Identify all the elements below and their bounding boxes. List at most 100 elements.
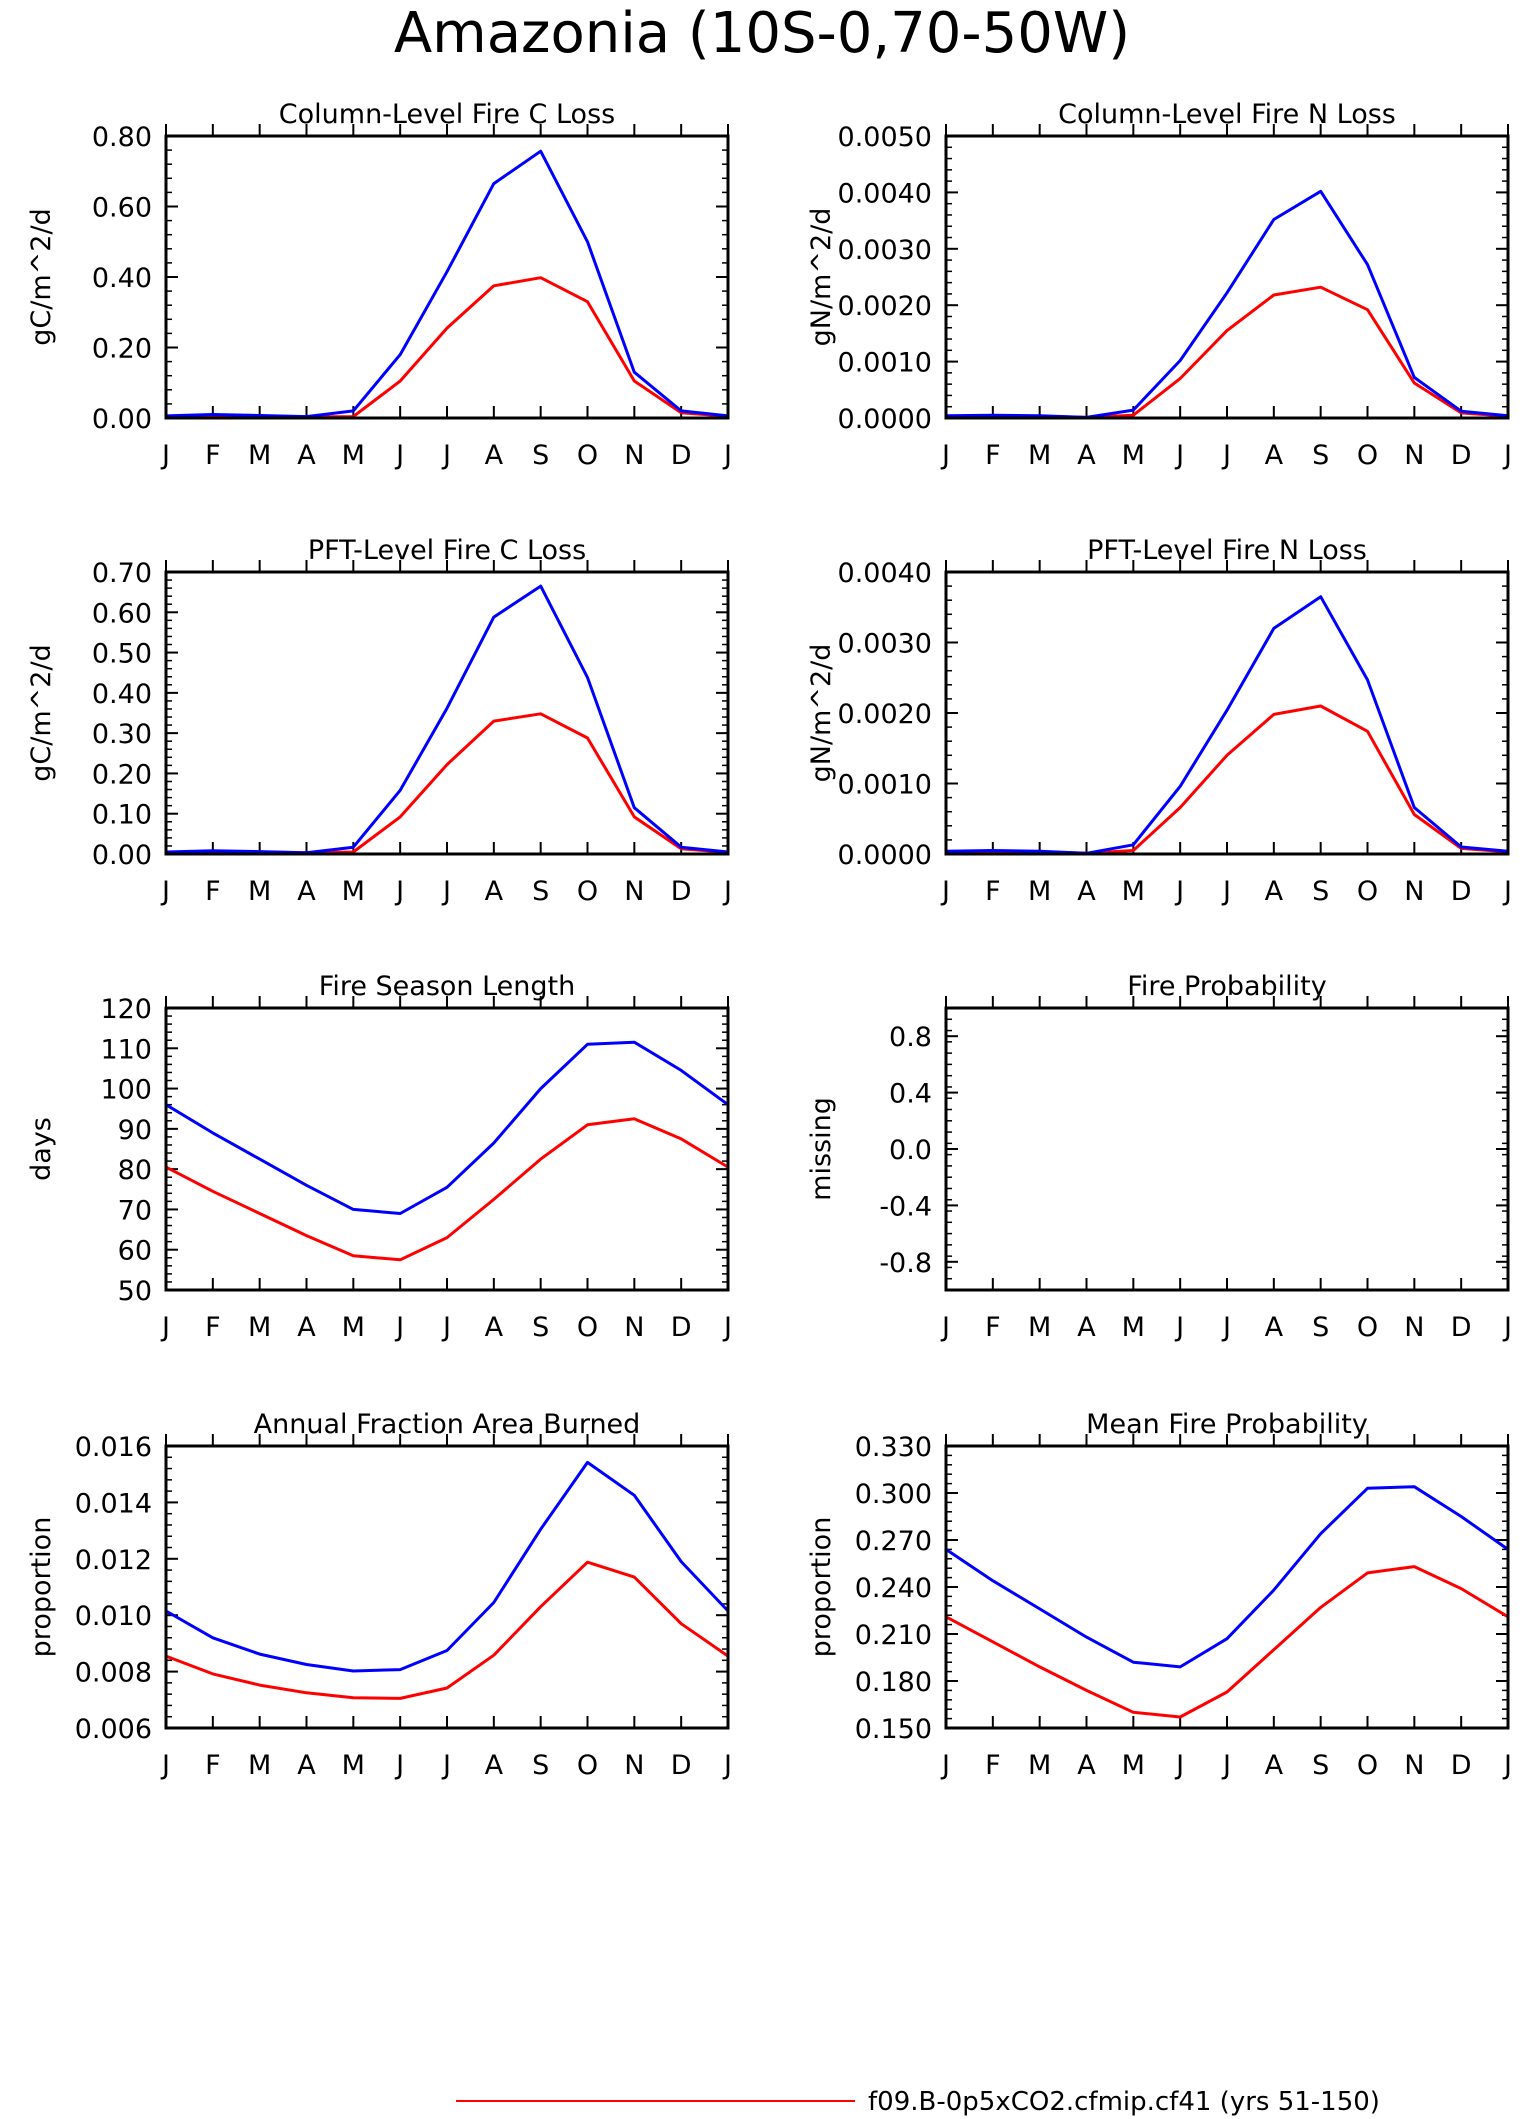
x-tick-label: J	[722, 876, 732, 907]
x-tick-label: O	[1357, 440, 1378, 471]
series-line-blue	[165, 1040, 729, 1215]
x-tick-label: A	[485, 1750, 504, 1781]
x-tick-label: J	[1221, 440, 1231, 471]
plot-frame	[944, 1444, 1510, 1730]
x-tick-label: D	[671, 440, 692, 471]
y-tick-label: 100	[100, 1075, 152, 1106]
series-line-red	[945, 1565, 1509, 1719]
x-tick-label: J	[160, 440, 170, 471]
chart-panel-5: Fire Season Lengthdays506070809010011012…	[26, 971, 732, 1343]
y-tick-label: 0.0040	[838, 178, 932, 209]
y-tick-label: 0.300	[855, 1479, 932, 1510]
series-line-blue	[165, 1460, 730, 1673]
x-tick-label: D	[1451, 440, 1472, 471]
y-axis-label: gN/m^2/d	[806, 208, 837, 347]
y-tick-label: 80	[118, 1155, 152, 1186]
y-tick-label: 0.0000	[838, 840, 932, 871]
x-tick-label: O	[577, 1750, 598, 1781]
x-tick-label: J	[394, 1312, 404, 1343]
x-tick-label: A	[485, 1312, 504, 1343]
y-tick-label: 110	[100, 1034, 152, 1065]
x-tick-label: J	[1221, 876, 1231, 907]
y-tick-label: 0.010	[75, 1601, 152, 1632]
y-tick-label: 0.0010	[838, 348, 932, 379]
x-tick-label: O	[1357, 1750, 1378, 1781]
x-tick-label: S	[1312, 1312, 1329, 1343]
x-tick-label: S	[532, 440, 549, 471]
x-tick-label: M	[1028, 1312, 1051, 1343]
x-tick-label: D	[1451, 1312, 1472, 1343]
x-tick-label: F	[205, 1750, 221, 1781]
series-line-red	[165, 712, 729, 855]
y-tick-label: 0.00	[92, 404, 152, 435]
x-tick-label: A	[485, 876, 504, 907]
y-tick-label: 0.30	[92, 719, 152, 750]
x-tick-label: J	[940, 1750, 950, 1781]
y-axis-label: gC/m^2/d	[26, 208, 57, 345]
plot-frame	[164, 134, 730, 420]
y-tick-label: 0.012	[75, 1545, 152, 1576]
x-tick-label: M	[1028, 876, 1051, 907]
x-tick-label: M	[342, 1312, 365, 1343]
x-tick-label: F	[985, 1312, 1001, 1343]
x-tick-label: A	[1077, 876, 1096, 907]
y-tick-label: 0.008	[75, 1658, 152, 1689]
series-line-red	[165, 1560, 729, 1700]
x-tick-label: J	[940, 440, 950, 471]
y-tick-label: 0.40	[92, 263, 152, 294]
x-tick-label: A	[1265, 440, 1284, 471]
chart-panel-4: PFT-Level Fire N LossgN/m^2/d0.00000.001…	[806, 535, 1512, 907]
series-line-red	[945, 285, 1509, 419]
x-tick-label: D	[1451, 876, 1472, 907]
x-tick-label: J	[940, 876, 950, 907]
x-tick-label: M	[1028, 440, 1051, 471]
x-tick-label: J	[441, 876, 451, 907]
x-tick-label: D	[671, 876, 692, 907]
x-tick-label: N	[1404, 876, 1424, 907]
y-tick-label: 0.0030	[838, 235, 932, 266]
x-tick-label: J	[160, 1312, 170, 1343]
x-tick-label: S	[1312, 1750, 1329, 1781]
x-tick-label: J	[722, 440, 732, 471]
x-tick-label: M	[1122, 876, 1145, 907]
series-line-blue	[165, 584, 729, 855]
y-tick-label: 0.016	[75, 1432, 152, 1463]
x-tick-label: A	[1077, 1750, 1096, 1781]
y-tick-label: 0.40	[92, 679, 152, 710]
y-tick-label: 60	[118, 1236, 152, 1267]
y-tick-label: 0.210	[855, 1620, 932, 1651]
x-tick-label: D	[671, 1750, 692, 1781]
series-line-red	[165, 276, 729, 419]
y-axis-label: gC/m^2/d	[26, 644, 57, 781]
plot-frame	[164, 1006, 730, 1292]
x-tick-label: J	[1502, 876, 1512, 907]
figure-title: Amazonia (10S-0,70-50W)	[394, 1, 1130, 66]
x-tick-label: F	[985, 876, 1001, 907]
chart-panels: Column-Level Fire C LossgC/m^2/d0.000.20…	[26, 99, 1512, 1781]
y-tick-label: 0.8	[889, 1022, 932, 1053]
x-tick-label: A	[1077, 1312, 1096, 1343]
y-axis-label: missing	[806, 1097, 837, 1201]
x-tick-label: S	[1312, 440, 1329, 471]
x-tick-label: A	[297, 876, 316, 907]
y-tick-label: 0.0030	[838, 629, 932, 660]
y-tick-label: 0.20	[92, 759, 152, 790]
plot-frame	[944, 1006, 1510, 1292]
y-tick-label: 70	[118, 1195, 152, 1226]
x-tick-label: F	[205, 1312, 221, 1343]
x-tick-label: J	[441, 1312, 451, 1343]
y-tick-label: 120	[100, 994, 152, 1025]
y-tick-label: 0.180	[855, 1667, 932, 1698]
x-tick-label: J	[441, 1750, 451, 1781]
y-tick-label: 0.240	[855, 1573, 932, 1604]
y-tick-label: 0.60	[92, 193, 152, 224]
x-tick-label: M	[248, 1750, 271, 1781]
x-tick-label: F	[205, 440, 221, 471]
series-line-blue	[945, 189, 1509, 419]
x-tick-label: S	[532, 1750, 549, 1781]
y-tick-label: 0.0000	[838, 404, 932, 435]
x-tick-label: S	[532, 1312, 549, 1343]
chart-panel-1: Column-Level Fire C LossgC/m^2/d0.000.20…	[26, 99, 732, 471]
x-tick-label: A	[297, 1312, 316, 1343]
y-tick-label: 0.330	[855, 1432, 932, 1463]
